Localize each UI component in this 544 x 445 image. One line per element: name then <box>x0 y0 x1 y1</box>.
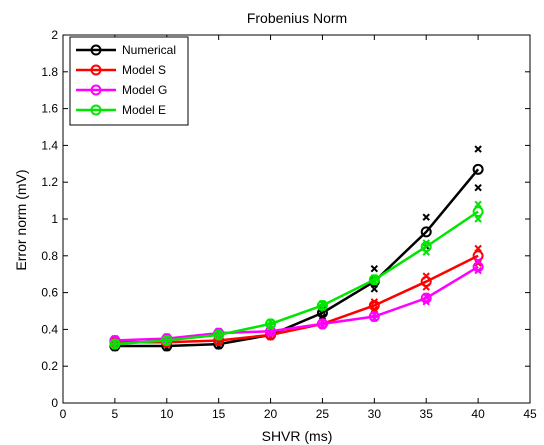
legend-label: Model G <box>122 83 167 97</box>
data-point <box>109 338 121 350</box>
cross-stroke <box>474 184 482 192</box>
y-tick-label: 1 <box>51 212 58 226</box>
legend-label: Model S <box>122 63 166 77</box>
lower-bound-marker <box>474 184 482 192</box>
data-point <box>472 163 484 175</box>
data-point <box>161 334 173 346</box>
y-axis-label: Error norm (mV) <box>13 169 29 270</box>
y-tick-label: 0.4 <box>41 322 58 336</box>
x-tick-label: 25 <box>316 407 330 421</box>
x-tick-label: 5 <box>112 407 119 421</box>
data-point <box>420 276 432 288</box>
legend: Numerical Model S Model G Model E <box>69 36 189 126</box>
y-tick-label: 1.4 <box>41 138 58 152</box>
legend-item-model-s: Model S <box>76 63 166 77</box>
legend-swatch-marker <box>90 84 102 96</box>
upper-bound-marker <box>474 145 482 153</box>
x-tick-label: 40 <box>471 407 485 421</box>
data-point <box>368 274 380 286</box>
upper-bound-marker <box>474 200 482 208</box>
series-line-numerical <box>114 168 480 348</box>
y-tick-label: 1.6 <box>41 102 58 116</box>
upper-bound-marker <box>370 264 379 273</box>
data-point <box>368 299 380 311</box>
cross-stroke <box>474 200 482 208</box>
y-tick-label: 0.2 <box>41 359 58 373</box>
cross-stroke <box>370 264 379 273</box>
data-point <box>472 261 484 273</box>
data-point <box>265 318 277 330</box>
y-tick-label: 0.6 <box>41 286 58 300</box>
lower-bound-marker <box>370 285 379 293</box>
data-point <box>213 329 225 341</box>
chart-title: Frobenius Norm <box>247 10 347 26</box>
series-line-model-s <box>114 254 479 344</box>
data-point <box>420 292 432 304</box>
y-tick-label: 1.8 <box>41 65 58 79</box>
data-point <box>472 206 484 218</box>
legend-item-numerical: Numerical <box>76 43 176 57</box>
cross-stroke <box>474 244 482 253</box>
cross-stroke <box>370 285 379 293</box>
legend-swatch-marker <box>90 104 102 116</box>
legend-label: Model E <box>122 103 166 117</box>
series-model-e <box>109 200 484 350</box>
y-tick-label: 1.2 <box>41 175 58 189</box>
cross-stroke <box>474 215 482 223</box>
upper-bound-marker <box>474 244 482 253</box>
data-point <box>316 318 328 330</box>
axis-ticks: 0 5 10 15 20 25 30 35 40 45 0 0.2 0.4 0.6 0.8 1 1.2 1.4 1.… <box>41 28 537 421</box>
data-point <box>368 311 380 323</box>
x-tick-label: 30 <box>368 407 382 421</box>
x-axis-label: SHVR (ms) <box>262 428 333 444</box>
x-tick-label: 35 <box>420 407 434 421</box>
legend-label: Numerical <box>122 43 176 57</box>
y-tick-label: 0.8 <box>41 249 58 263</box>
x-tick-label: 15 <box>212 407 226 421</box>
y-tick-label: 0 <box>51 396 58 410</box>
legend-swatch-marker <box>90 44 102 56</box>
x-tick-label: 20 <box>264 407 278 421</box>
cross-stroke <box>474 145 482 153</box>
data-point <box>420 226 432 238</box>
cross-stroke <box>422 213 430 221</box>
x-tick-label: 10 <box>160 407 174 421</box>
upper-bound-marker <box>422 213 430 221</box>
series-line-model-e <box>114 210 479 346</box>
legend-swatch-marker <box>90 64 102 76</box>
legend-item-model-g: Model G <box>76 83 167 97</box>
y-tick-label: 2 <box>51 28 58 42</box>
data-point <box>316 299 328 311</box>
lower-bound-marker <box>474 215 482 223</box>
series-line-model-g <box>114 265 479 342</box>
x-tick-label: 0 <box>60 407 67 421</box>
series-layer <box>109 145 484 352</box>
x-tick-label: 45 <box>523 407 537 421</box>
data-point <box>420 241 432 253</box>
legend-item-model-e: Model E <box>76 103 166 117</box>
